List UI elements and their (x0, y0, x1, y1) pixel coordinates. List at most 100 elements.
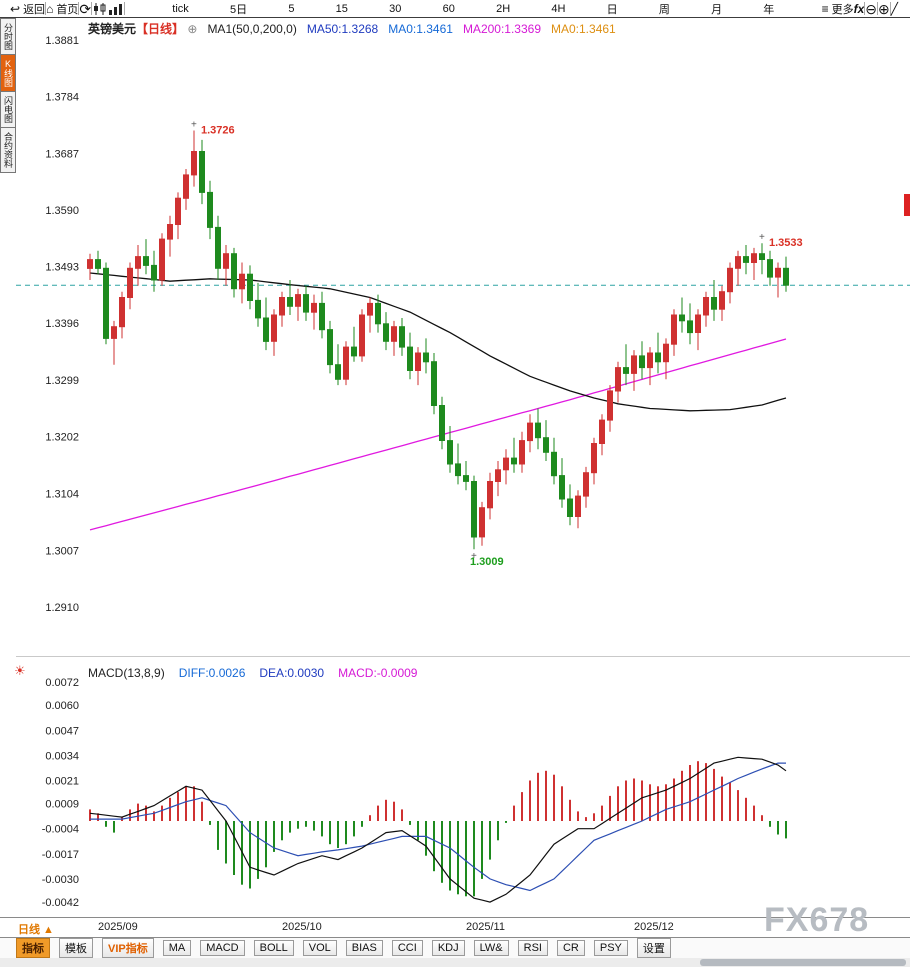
indicator-tab-2[interactable]: VIP指标 (102, 938, 154, 958)
period-button-11[interactable]: 年 (763, 3, 775, 16)
horizontal-scrollbar-thumb[interactable] (700, 959, 906, 966)
zoom-out-button[interactable]: ⊖ (865, 2, 877, 16)
toolbar-separator (45, 2, 47, 15)
x-axis-label: 2025/12 (634, 921, 674, 933)
indicator-tab-10[interactable]: LW& (473, 940, 509, 956)
more-label: 更多 (831, 3, 854, 16)
svg-text:-0.0030: -0.0030 (42, 874, 79, 886)
draw-line-icon: ╱ (890, 1, 898, 16)
kline-style-button[interactable] (92, 2, 108, 15)
macd-params: MACD(13,8,9) (88, 666, 165, 680)
home-label: 首页 (56, 3, 79, 16)
svg-text:1.3590: 1.3590 (45, 205, 79, 217)
indicator-tab-14[interactable]: 设置 (636, 938, 671, 958)
fx-label: fx (853, 1, 865, 16)
macd-dea-value: DEA:0.0030 (259, 666, 325, 680)
expand-icon[interactable]: ⊕ (187, 22, 198, 36)
svg-text:1.3493: 1.3493 (45, 262, 79, 274)
indicator-tab-13[interactable]: PSY (593, 940, 628, 956)
volume-chart-icon (109, 3, 123, 15)
zoom-in-button[interactable]: ⊕ (878, 2, 890, 16)
current-period-label[interactable]: 日线 ▲ (18, 924, 54, 936)
svg-text:0.0047: 0.0047 (45, 725, 79, 737)
toolbar-separator (877, 2, 879, 15)
period-button-5[interactable]: 60 (442, 2, 455, 15)
draw-tool-button[interactable]: ╱ (891, 3, 898, 15)
refresh-button[interactable]: ⟳ (79, 2, 91, 16)
home-button[interactable]: ⌂ 首页 (46, 1, 78, 17)
svg-text:+: + (191, 120, 197, 131)
more-icon: ≡ (821, 1, 829, 16)
more-button[interactable]: ≡ 更多 (822, 1, 854, 17)
indicator-tab-7[interactable]: BIAS (345, 940, 383, 956)
svg-text:1.3687: 1.3687 (45, 148, 79, 160)
indicator-settings-icon[interactable]: ☀ (14, 663, 26, 678)
period-button-9[interactable]: 周 (658, 3, 670, 16)
chart-header: 英镑美元【日线】 ⊕ MA1(50,0,200,0) MA50:1.3268 M… (88, 20, 616, 37)
ma50-value: MA50:1.3268 (306, 21, 379, 36)
svg-text:1.3396: 1.3396 (45, 318, 79, 330)
svg-text:1.3784: 1.3784 (45, 92, 79, 104)
svg-text:+: + (471, 551, 477, 562)
toolbar-separator (889, 2, 891, 15)
period-button-8[interactable]: 日 (606, 3, 618, 16)
period-button-7[interactable]: 4H (551, 2, 566, 15)
sidebar-chart-type-0[interactable]: 分时图 (0, 18, 16, 55)
svg-text:0.0060: 0.0060 (45, 700, 79, 712)
svg-text:1.3104: 1.3104 (45, 489, 79, 501)
svg-text:0.0009: 0.0009 (45, 799, 79, 811)
period-button-10[interactable]: 月 (711, 3, 723, 16)
period-button-3[interactable]: 15 (335, 2, 348, 15)
svg-text:1.3726: 1.3726 (201, 125, 235, 137)
period-button-1[interactable]: 5日 (229, 3, 248, 16)
toolbar-separator (78, 2, 80, 15)
indicator-tab-11[interactable]: RSI (517, 940, 548, 956)
indicator-tab-4[interactable]: MACD (200, 940, 245, 956)
zoom-in-icon: ⊕ (878, 0, 890, 17)
fx-indicators-button[interactable]: fx (854, 2, 865, 16)
period-tag: 【日线】 (136, 22, 185, 36)
indicator-tab-0[interactable]: 指标 (16, 938, 50, 958)
chart-type-sidebar: 分时图 K线图 闪电图 合约资料 (0, 18, 16, 173)
svg-text:1.3299: 1.3299 (45, 375, 79, 387)
period-button-4[interactable]: 30 (389, 2, 402, 15)
period-button-6[interactable]: 2H (496, 2, 511, 15)
svg-text:0.0034: 0.0034 (45, 750, 79, 762)
period-button-0[interactable]: tick (172, 2, 189, 15)
sidebar-chart-type-3[interactable]: 合约资料 (0, 128, 16, 173)
refresh-icon: ⟳ (79, 0, 92, 17)
home-icon: ⌂ (46, 1, 54, 16)
instrument-name: 英镑美元 (88, 22, 137, 36)
toolbar-separator (124, 2, 126, 15)
ma0-value-2: MA0:1.3461 (551, 21, 616, 36)
ma-settings-label: MA1(50,0,200,0) (207, 21, 297, 36)
macd-hist-value: MACD:-0.0009 (338, 666, 418, 680)
volume-style-button[interactable] (108, 3, 124, 15)
toolbar-separator (864, 2, 866, 15)
back-button[interactable]: ↩ 返回 (10, 1, 45, 17)
horizontal-scrollbar-track[interactable] (0, 958, 910, 967)
indicator-tab-3[interactable]: MA (162, 940, 192, 956)
sidebar-chart-type-1[interactable]: K线图 (0, 55, 16, 92)
svg-text:-0.0042: -0.0042 (42, 897, 79, 909)
top-toolbar: ↩ 返回 ⌂ 首页 ⟳ tick 5日 5 15 30 60 2H 4H 日 周 月 年 ≡ 更多 f… (0, 0, 910, 18)
x-axis-label: 2025/11 (466, 921, 505, 933)
zoom-out-icon: ⊖ (865, 0, 878, 17)
ma0-value-1: MA0:1.3461 (388, 21, 453, 36)
date-axis-row: 日线 ▲ 2025/09 2025/10 2025/11 2025/12 (0, 917, 910, 937)
indicator-tab-8[interactable]: CCI (391, 940, 423, 956)
indicator-tab-9[interactable]: KDJ (431, 940, 465, 956)
indicator-tab-6[interactable]: VOL (302, 940, 337, 956)
sidebar-chart-type-2[interactable]: 闪电图 (0, 92, 16, 128)
svg-text:0.0072: 0.0072 (45, 677, 79, 689)
svg-text:1.3881: 1.3881 (45, 35, 79, 47)
svg-text:1.3202: 1.3202 (45, 432, 79, 444)
back-label: 返回 (23, 3, 46, 16)
indicator-tab-1[interactable]: 模板 (59, 938, 93, 958)
svg-text:0.0021: 0.0021 (45, 776, 79, 788)
svg-text:1.3007: 1.3007 (45, 545, 79, 557)
indicator-tab-5[interactable]: BOLL (253, 940, 294, 956)
indicator-tab-12[interactable]: CR (556, 940, 585, 956)
period-button-2[interactable]: 5 (288, 2, 295, 15)
